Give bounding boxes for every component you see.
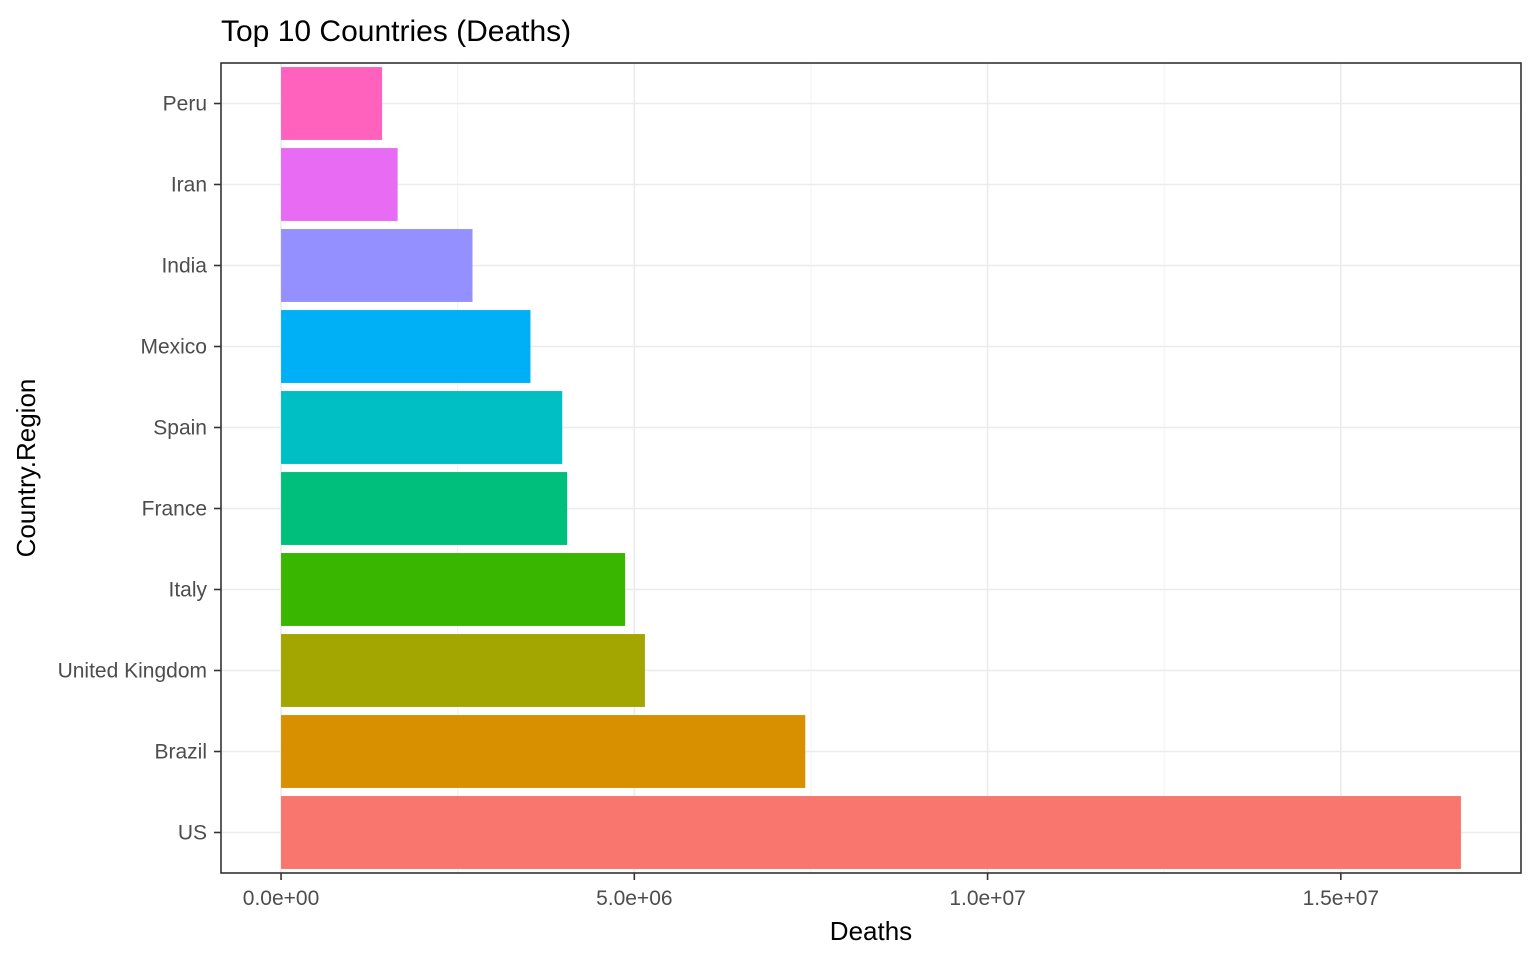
bar-india (281, 229, 473, 302)
y-tick-label: Italy (168, 579, 207, 602)
bar-brazil (281, 715, 806, 788)
y-tick-label: Brazil (154, 741, 207, 764)
x-axis: 0.0e+00 5.0e+06 1.0e+07 1.5e+07 (243, 873, 1379, 910)
bar-spain (281, 391, 563, 464)
bar-mexico (281, 310, 531, 383)
y-tick-label: France (142, 498, 207, 521)
y-axis-title: Country.Region (11, 379, 41, 558)
bar-france (281, 472, 568, 545)
bars (281, 67, 1461, 869)
y-tick-label: India (161, 255, 207, 278)
x-tick-label: 0.0e+00 (243, 887, 320, 910)
bar-peru (281, 67, 383, 140)
bar-italy (281, 553, 626, 626)
x-tick-label: 1.0e+07 (949, 887, 1026, 910)
y-axis: US Brazil United Kingdom Italy France Spain Me… (58, 93, 221, 845)
y-tick-label: US (178, 822, 207, 845)
y-tick-label: Spain (153, 417, 207, 440)
bar-united-kingdom (281, 634, 645, 707)
y-tick-label: Peru (163, 93, 207, 116)
bar-us (281, 796, 1461, 869)
y-tick-label: United Kingdom (58, 660, 207, 683)
y-tick-label: Iran (171, 174, 207, 197)
y-tick-label: Mexico (140, 336, 207, 359)
chart-title: Top 10 Countries (Deaths) (221, 15, 571, 48)
plot-panel (220, 62, 1522, 874)
x-axis-title: Deaths (830, 916, 912, 946)
bar-iran (281, 148, 398, 221)
x-tick-label: 1.5e+07 (1303, 887, 1380, 910)
x-tick-label: 5.0e+06 (596, 887, 673, 910)
